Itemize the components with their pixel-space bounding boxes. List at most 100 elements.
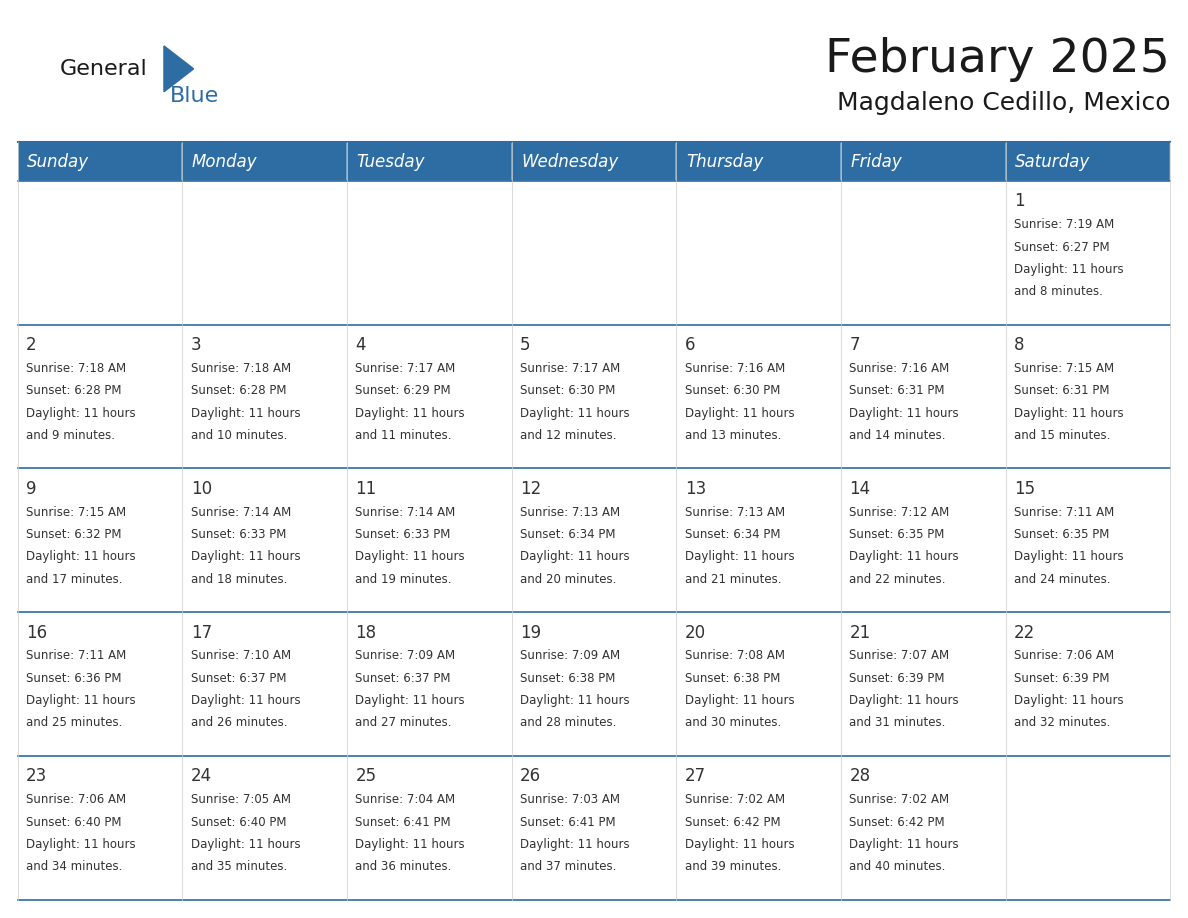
Text: and 12 minutes.: and 12 minutes. xyxy=(520,429,617,442)
Text: 4: 4 xyxy=(355,336,366,354)
Bar xyxy=(18,468,183,612)
Text: Sunset: 6:38 PM: Sunset: 6:38 PM xyxy=(684,672,781,685)
Text: 3: 3 xyxy=(191,336,202,354)
Bar xyxy=(347,325,512,468)
Text: Sunrise: 7:13 AM: Sunrise: 7:13 AM xyxy=(684,506,785,519)
Text: Sunset: 6:33 PM: Sunset: 6:33 PM xyxy=(191,528,286,541)
Text: 11: 11 xyxy=(355,480,377,498)
Text: 26: 26 xyxy=(520,767,541,786)
Bar xyxy=(512,612,676,756)
Text: Daylight: 11 hours: Daylight: 11 hours xyxy=(26,550,135,564)
Text: Sunset: 6:41 PM: Sunset: 6:41 PM xyxy=(520,815,615,829)
Text: and 25 minutes.: and 25 minutes. xyxy=(26,716,122,729)
Bar xyxy=(841,142,1005,181)
Text: Daylight: 11 hours: Daylight: 11 hours xyxy=(849,838,959,851)
Text: Sunset: 6:40 PM: Sunset: 6:40 PM xyxy=(191,815,286,829)
Text: Sunset: 6:29 PM: Sunset: 6:29 PM xyxy=(355,385,451,397)
Text: Sunset: 6:37 PM: Sunset: 6:37 PM xyxy=(191,672,286,685)
Text: 14: 14 xyxy=(849,480,871,498)
Text: Sunset: 6:34 PM: Sunset: 6:34 PM xyxy=(684,528,781,541)
Bar xyxy=(18,325,183,468)
Text: Sunset: 6:39 PM: Sunset: 6:39 PM xyxy=(849,672,944,685)
Bar xyxy=(347,142,512,181)
Bar xyxy=(676,142,841,181)
Text: Sunrise: 7:17 AM: Sunrise: 7:17 AM xyxy=(520,362,620,375)
Text: and 10 minutes.: and 10 minutes. xyxy=(191,429,287,442)
Text: Sunrise: 7:07 AM: Sunrise: 7:07 AM xyxy=(849,650,949,663)
Text: 22: 22 xyxy=(1013,623,1035,642)
Text: Sunset: 6:34 PM: Sunset: 6:34 PM xyxy=(520,528,615,541)
Bar xyxy=(841,612,1005,756)
Text: and 27 minutes.: and 27 minutes. xyxy=(355,716,451,729)
Text: Sunrise: 7:12 AM: Sunrise: 7:12 AM xyxy=(849,506,949,519)
Text: Daylight: 11 hours: Daylight: 11 hours xyxy=(1013,407,1124,420)
Text: Sunset: 6:38 PM: Sunset: 6:38 PM xyxy=(520,672,615,685)
Bar xyxy=(1005,142,1170,181)
Bar xyxy=(841,468,1005,612)
Text: Daylight: 11 hours: Daylight: 11 hours xyxy=(684,550,795,564)
Text: Sunrise: 7:16 AM: Sunrise: 7:16 AM xyxy=(684,362,785,375)
Bar xyxy=(18,756,183,900)
Text: Sunrise: 7:03 AM: Sunrise: 7:03 AM xyxy=(520,793,620,806)
Bar xyxy=(676,756,841,900)
Bar xyxy=(183,181,347,325)
Text: 18: 18 xyxy=(355,623,377,642)
Text: General: General xyxy=(59,59,147,79)
Bar xyxy=(347,468,512,612)
Text: Sunrise: 7:18 AM: Sunrise: 7:18 AM xyxy=(191,362,291,375)
Bar xyxy=(18,142,183,181)
Text: 9: 9 xyxy=(26,480,37,498)
Text: Sunset: 6:42 PM: Sunset: 6:42 PM xyxy=(684,815,781,829)
Text: and 19 minutes.: and 19 minutes. xyxy=(355,573,451,586)
Text: Sunset: 6:41 PM: Sunset: 6:41 PM xyxy=(355,815,451,829)
Text: and 40 minutes.: and 40 minutes. xyxy=(849,860,946,873)
Bar xyxy=(676,468,841,612)
Text: Sunset: 6:35 PM: Sunset: 6:35 PM xyxy=(1013,528,1110,541)
Text: Sunrise: 7:04 AM: Sunrise: 7:04 AM xyxy=(355,793,455,806)
Text: and 36 minutes.: and 36 minutes. xyxy=(355,860,451,873)
Bar xyxy=(183,756,347,900)
Text: Wednesday: Wednesday xyxy=(522,152,619,171)
Text: Daylight: 11 hours: Daylight: 11 hours xyxy=(355,838,465,851)
Text: and 20 minutes.: and 20 minutes. xyxy=(520,573,617,586)
Text: 21: 21 xyxy=(849,623,871,642)
Text: Sunrise: 7:13 AM: Sunrise: 7:13 AM xyxy=(520,506,620,519)
Bar xyxy=(183,142,347,181)
Text: and 30 minutes.: and 30 minutes. xyxy=(684,716,781,729)
Text: Daylight: 11 hours: Daylight: 11 hours xyxy=(520,694,630,707)
Text: Blue: Blue xyxy=(170,86,219,106)
Bar xyxy=(18,612,183,756)
Text: Daylight: 11 hours: Daylight: 11 hours xyxy=(520,550,630,564)
Bar xyxy=(512,468,676,612)
Text: 10: 10 xyxy=(191,480,211,498)
Text: Sunrise: 7:10 AM: Sunrise: 7:10 AM xyxy=(191,650,291,663)
Text: 1: 1 xyxy=(1013,193,1024,210)
Text: and 13 minutes.: and 13 minutes. xyxy=(684,429,781,442)
Text: Saturday: Saturday xyxy=(1015,152,1091,171)
Text: 8: 8 xyxy=(1013,336,1024,354)
Text: Daylight: 11 hours: Daylight: 11 hours xyxy=(191,550,301,564)
Text: Sunrise: 7:17 AM: Sunrise: 7:17 AM xyxy=(355,362,456,375)
Text: Sunset: 6:37 PM: Sunset: 6:37 PM xyxy=(355,672,451,685)
Bar xyxy=(512,142,676,181)
Bar xyxy=(183,612,347,756)
Bar xyxy=(841,756,1005,900)
Bar xyxy=(1005,181,1170,325)
Text: Daylight: 11 hours: Daylight: 11 hours xyxy=(1013,263,1124,275)
Text: Sunset: 6:32 PM: Sunset: 6:32 PM xyxy=(26,528,121,541)
Text: Daylight: 11 hours: Daylight: 11 hours xyxy=(520,838,630,851)
Text: 20: 20 xyxy=(684,623,706,642)
Text: Friday: Friday xyxy=(851,152,902,171)
Text: Daylight: 11 hours: Daylight: 11 hours xyxy=(26,407,135,420)
Text: 17: 17 xyxy=(191,623,211,642)
Text: Tuesday: Tuesday xyxy=(356,152,425,171)
Text: 15: 15 xyxy=(1013,480,1035,498)
Text: Daylight: 11 hours: Daylight: 11 hours xyxy=(849,407,959,420)
Text: Sunset: 6:30 PM: Sunset: 6:30 PM xyxy=(684,385,781,397)
Text: Daylight: 11 hours: Daylight: 11 hours xyxy=(1013,550,1124,564)
Text: Sunrise: 7:14 AM: Sunrise: 7:14 AM xyxy=(355,506,456,519)
Bar xyxy=(512,325,676,468)
Bar xyxy=(1005,468,1170,612)
Text: Sunrise: 7:19 AM: Sunrise: 7:19 AM xyxy=(1013,218,1114,231)
Text: Sunrise: 7:09 AM: Sunrise: 7:09 AM xyxy=(520,650,620,663)
